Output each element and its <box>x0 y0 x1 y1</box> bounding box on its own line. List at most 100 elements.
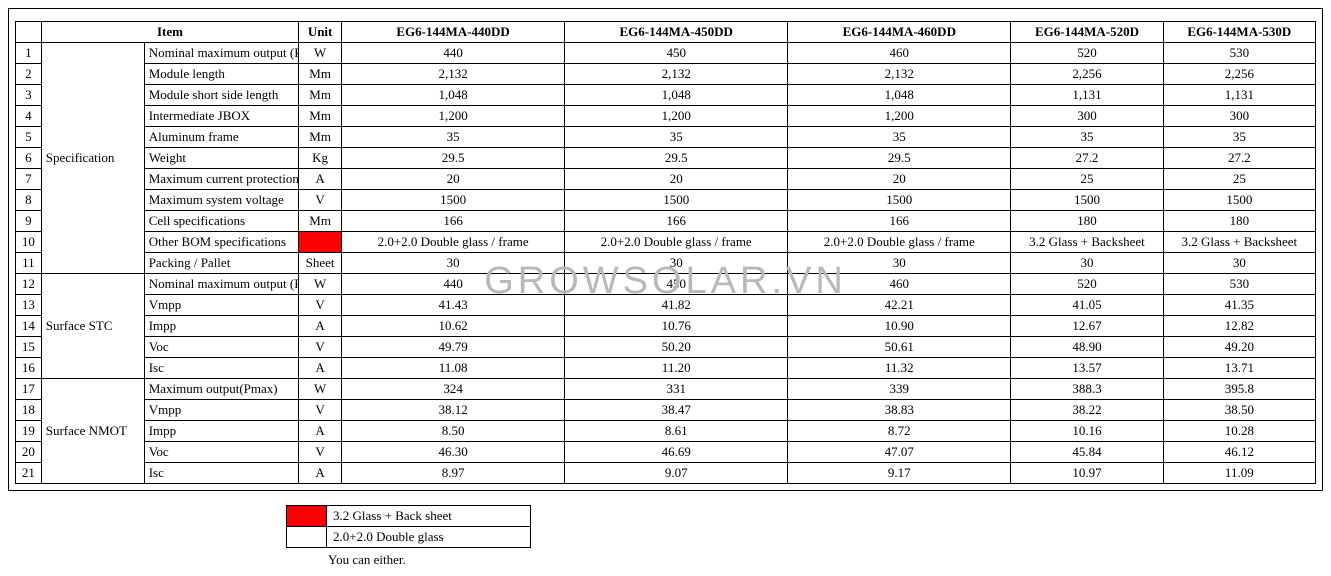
row-number: 10 <box>16 232 42 253</box>
item-label: Other BOM specifications <box>144 232 298 253</box>
table-row: 14ImppA10.6210.7610.9012.6712.82 <box>16 316 1316 337</box>
value-cell: 1,200 <box>788 106 1011 127</box>
value-cell: 166 <box>342 211 565 232</box>
value-cell: 11.32 <box>788 358 1011 379</box>
row-number: 7 <box>16 169 42 190</box>
unit-cell: V <box>299 295 342 316</box>
value-cell: 8.50 <box>342 421 565 442</box>
value-cell: 530 <box>1163 43 1315 64</box>
value-cell: 38.50 <box>1163 400 1315 421</box>
value-cell: 1,200 <box>342 106 565 127</box>
unit-cell: Kg <box>299 148 342 169</box>
value-cell: 35 <box>565 127 788 148</box>
unit-cell: Sheet <box>299 253 342 274</box>
value-cell: 3.2 Glass + Backsheet <box>1163 232 1315 253</box>
row-number: 11 <box>16 253 42 274</box>
value-cell: 1,131 <box>1011 85 1163 106</box>
value-cell: 339 <box>788 379 1011 400</box>
unit-cell: Mm <box>299 127 342 148</box>
item-label: Weight <box>144 148 298 169</box>
value-cell: 10.97 <box>1011 463 1163 484</box>
item-label: Nominal maximum output (Pmax <box>144 43 298 64</box>
value-cell: 50.61 <box>788 337 1011 358</box>
value-cell: 9.07 <box>565 463 788 484</box>
legend-label-0: 3.2 Glass + Back sheet <box>327 506 531 527</box>
value-cell: 46.30 <box>342 442 565 463</box>
value-cell: 38.83 <box>788 400 1011 421</box>
value-cell: 25 <box>1163 169 1315 190</box>
value-cell: 8.61 <box>565 421 788 442</box>
item-label: Maximum output(Pmax) <box>144 379 298 400</box>
item-label: Maximum system voltage <box>144 190 298 211</box>
unit-cell: V <box>299 442 342 463</box>
table-row: 15VocV49.7950.2050.6148.9049.20 <box>16 337 1316 358</box>
item-label: Isc <box>144 463 298 484</box>
table-row: 17Surface NMOTMaximum output(Pmax)W32433… <box>16 379 1316 400</box>
unit-cell: Mm <box>299 64 342 85</box>
table-row: 10Other BOM specifications2.0+2.0 Double… <box>16 232 1316 253</box>
value-cell: 1,048 <box>342 85 565 106</box>
value-cell: 460 <box>788 43 1011 64</box>
table-row: 7Maximum current protectionA2020202525 <box>16 169 1316 190</box>
value-cell: 9.17 <box>788 463 1011 484</box>
item-label: Module short side length <box>144 85 298 106</box>
value-cell: 29.5 <box>342 148 565 169</box>
table-row: 12Surface STCNominal maximum output (Pma… <box>16 274 1316 295</box>
legend-swatch-red <box>287 506 327 527</box>
spec-table: Item Unit EG6-144MA-440DD EG6-144MA-450D… <box>15 21 1316 484</box>
table-row: 19ImppA8.508.618.7210.1610.28 <box>16 421 1316 442</box>
item-label: Intermediate JBOX <box>144 106 298 127</box>
value-cell: 1500 <box>788 190 1011 211</box>
table-row: 20VocV46.3046.6947.0745.8446.12 <box>16 442 1316 463</box>
table-row: 11Packing / PalletSheet3030303030 <box>16 253 1316 274</box>
row-number: 15 <box>16 337 42 358</box>
value-cell: 520 <box>1011 43 1163 64</box>
value-cell: 27.2 <box>1011 148 1163 169</box>
item-label: Voc <box>144 337 298 358</box>
row-number: 1 <box>16 43 42 64</box>
value-cell: 42.21 <box>788 295 1011 316</box>
row-number: 2 <box>16 64 42 85</box>
value-cell: 10.16 <box>1011 421 1163 442</box>
legend-swatch-blank <box>287 527 327 548</box>
group-label: Surface STC <box>41 274 144 379</box>
value-cell: 10.28 <box>1163 421 1315 442</box>
item-label: Maximum current protection <box>144 169 298 190</box>
value-cell: 29.5 <box>788 148 1011 169</box>
value-cell: 13.71 <box>1163 358 1315 379</box>
row-number: 3 <box>16 85 42 106</box>
item-label: Nominal maximum output (Pmax <box>144 274 298 295</box>
row-number: 18 <box>16 400 42 421</box>
table-row: 13VmppV41.4341.8242.2141.0541.35 <box>16 295 1316 316</box>
value-cell: 1,200 <box>565 106 788 127</box>
row-number: 16 <box>16 358 42 379</box>
value-cell: 11.08 <box>342 358 565 379</box>
value-cell: 300 <box>1163 106 1315 127</box>
item-label: Vmpp <box>144 295 298 316</box>
table-row: 5Aluminum frameMm3535353535 <box>16 127 1316 148</box>
value-cell: 27.2 <box>1163 148 1315 169</box>
group-label: Specification <box>41 43 144 274</box>
value-cell: 10.90 <box>788 316 1011 337</box>
value-cell: 3.2 Glass + Backsheet <box>1011 232 1163 253</box>
value-cell: 10.76 <box>565 316 788 337</box>
unit-cell: V <box>299 400 342 421</box>
value-cell: 180 <box>1163 211 1315 232</box>
unit-cell <box>299 232 342 253</box>
row-number: 21 <box>16 463 42 484</box>
value-cell: 12.82 <box>1163 316 1315 337</box>
value-cell: 11.20 <box>565 358 788 379</box>
unit-cell: Mm <box>299 85 342 106</box>
legend-table: 3.2 Glass + Back sheet 2.0+2.0 Double gl… <box>286 505 531 548</box>
legend-label-1: 2.0+2.0 Double glass <box>327 527 531 548</box>
spec-outer-border: Item Unit EG6-144MA-440DD EG6-144MA-450D… <box>8 8 1323 491</box>
value-cell: 530 <box>1163 274 1315 295</box>
value-cell: 450 <box>565 43 788 64</box>
value-cell: 166 <box>788 211 1011 232</box>
value-cell: 41.43 <box>342 295 565 316</box>
value-cell: 35 <box>1011 127 1163 148</box>
table-row: 4Intermediate JBOXMm1,2001,2001,20030030… <box>16 106 1316 127</box>
value-cell: 520 <box>1011 274 1163 295</box>
value-cell: 49.20 <box>1163 337 1315 358</box>
value-cell: 46.12 <box>1163 442 1315 463</box>
